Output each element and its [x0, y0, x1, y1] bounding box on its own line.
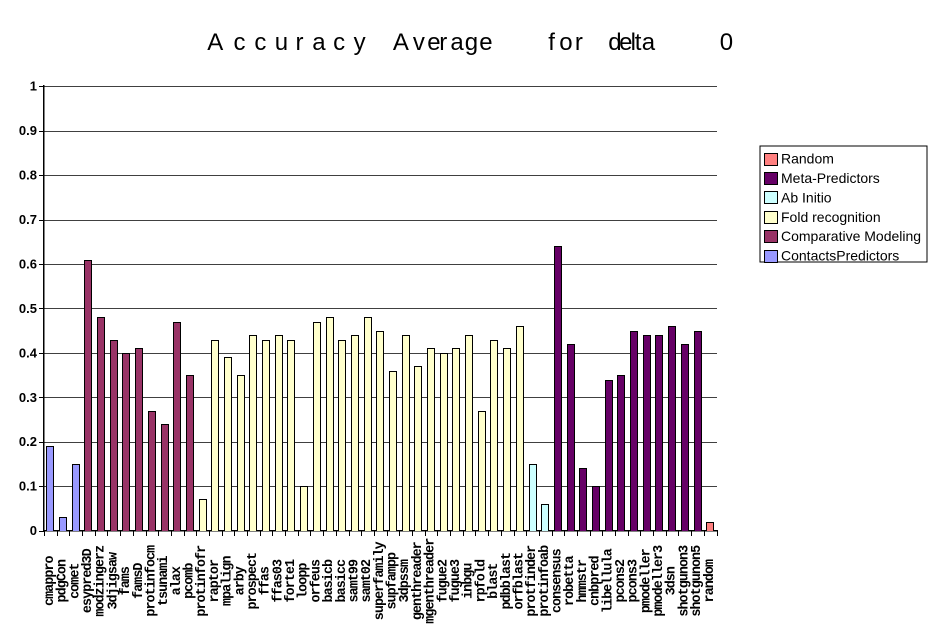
svg-text:esypred3D: esypred3D [81, 548, 96, 613]
svg-text:ffas03: ffas03 [271, 559, 286, 602]
svg-text:forte1: forte1 [284, 559, 299, 602]
svg-text:0.7: 0.7 [19, 212, 37, 227]
svg-text:3djigsaw: 3djigsaw [106, 552, 121, 610]
svg-text:3dpssm: 3dpssm [398, 559, 413, 602]
svg-text:random: random [703, 559, 718, 602]
svg-text:hmmstr: hmmstr [576, 559, 591, 602]
svg-text:0.3: 0.3 [19, 390, 37, 405]
svg-text:0.9: 0.9 [19, 123, 37, 138]
svg-text:cmappro: cmappro [43, 555, 58, 606]
svg-text:supfampp: supfampp [386, 552, 401, 610]
svg-text:orfblast: orfblast [512, 553, 527, 610]
svg-text:superfamily: superfamily [373, 541, 388, 620]
svg-text:Accuracy Average for delta 0: Accuracy Average for delta 0 [207, 29, 733, 56]
svg-text:0.6: 0.6 [19, 257, 37, 272]
svg-text:0.8: 0.8 [19, 168, 37, 183]
svg-text:cnbpred: cnbpred [589, 555, 604, 606]
svg-text:inbgu: inbgu [462, 563, 477, 599]
svg-text:mpalign: mpalign [221, 555, 236, 606]
svg-text:pmodeller: pmodeller [639, 548, 654, 613]
svg-text:consensus: consensus [551, 548, 566, 613]
svg-text:orfeus: orfeus [309, 559, 324, 602]
svg-text:basicc: basicc [335, 559, 350, 602]
svg-text:ffas: ffas [259, 566, 274, 595]
svg-text:fugue2: fugue2 [436, 559, 451, 602]
svg-text:pmodeller3: pmodeller3 [652, 545, 667, 617]
svg-text:0.5: 0.5 [19, 301, 37, 316]
svg-text:basicb: basicb [322, 559, 337, 602]
svg-text:Fold recognition: Fold recognition [781, 209, 881, 225]
svg-text:arby: arby [233, 566, 248, 595]
svg-text:prospect: prospect [246, 553, 261, 610]
svg-text:protfinder: protfinder [525, 545, 540, 617]
svg-text:samt02: samt02 [360, 559, 375, 602]
svg-text:shotgunon3: shotgunon3 [677, 545, 692, 617]
svg-text:Random: Random [781, 151, 834, 167]
svg-text:Meta-Predictors: Meta-Predictors [781, 170, 880, 186]
svg-text:rpfold: rpfold [474, 559, 489, 602]
svg-text:pcons3: pcons3 [627, 559, 642, 602]
svg-text:tsunami: tsunami [157, 555, 172, 606]
svg-text:pcons2: pcons2 [614, 559, 629, 602]
svg-text:0: 0 [30, 523, 37, 538]
svg-text:raptor: raptor [208, 559, 223, 602]
svg-text:1: 1 [30, 79, 37, 94]
svg-text:alax: alax [170, 566, 185, 595]
svg-text:genthreader: genthreader [411, 541, 426, 620]
svg-text:comet: comet [68, 563, 83, 598]
svg-text:pdbblast: pdbblast [500, 553, 515, 610]
svg-text:pcomb: pcomb [183, 563, 198, 599]
svg-text:fams: fams [119, 566, 134, 595]
svg-text:0.2: 0.2 [19, 434, 37, 449]
svg-text:protinfocm: protinfocm [144, 545, 159, 617]
svg-text:fugue3: fugue3 [449, 559, 464, 602]
svg-text:0.1: 0.1 [19, 479, 37, 494]
svg-text:libellula: libellula [601, 548, 616, 613]
svg-text:protinfofr: protinfofr [195, 545, 210, 617]
svg-text:Ab Initio: Ab Initio [781, 189, 832, 205]
svg-text:shotgunon5: shotgunon5 [690, 545, 705, 617]
svg-text:samt99: samt99 [348, 559, 363, 602]
svg-text:3dsn: 3dsn [665, 566, 680, 595]
svg-text:protinfoab: protinfoab [538, 545, 553, 617]
svg-text:pdgCon: pdgCon [56, 559, 71, 602]
svg-text:Comparative Modeling: Comparative Modeling [781, 228, 921, 244]
svg-text:loopp: loopp [297, 563, 312, 599]
svg-text:blast: blast [487, 563, 502, 598]
svg-text:mgenthreader: mgenthreader [424, 538, 439, 624]
svg-text:famsD: famsD [132, 563, 147, 599]
svg-text:ContactsPredictors: ContactsPredictors [781, 248, 899, 264]
svg-text:0.4: 0.4 [19, 345, 38, 360]
svg-text:modzingerz: modzingerz [94, 545, 109, 617]
svg-text:robetta: robetta [563, 555, 578, 606]
